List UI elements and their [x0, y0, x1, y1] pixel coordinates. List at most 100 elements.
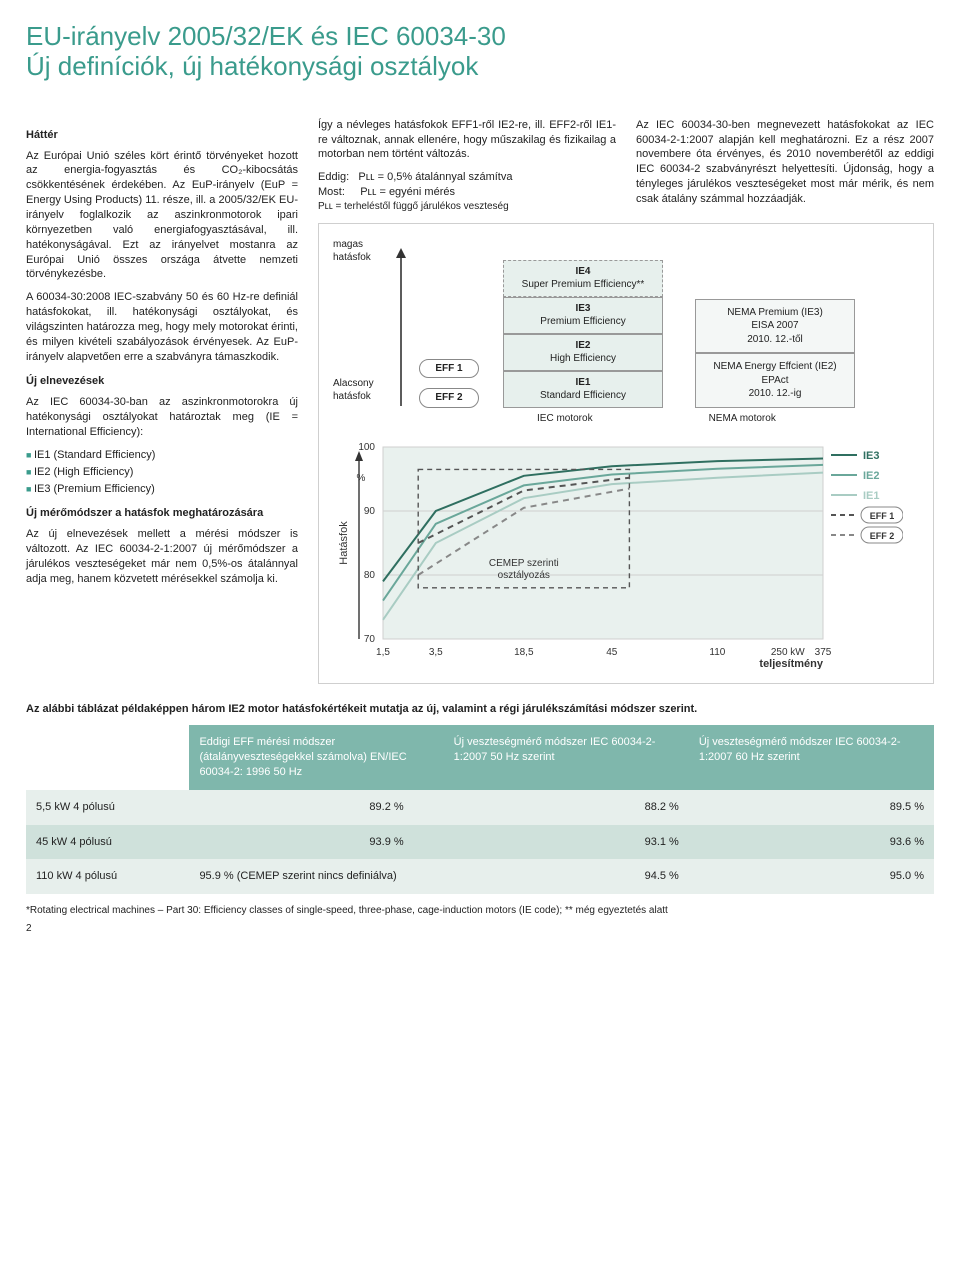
main-columns: Háttér Az Európai Unió széles kört érint… [26, 118, 934, 685]
iec-ie4-cell: IE4 Super Premium Efficiency** [503, 260, 663, 297]
table-row: 45 kW 4 pólusú 93.9 % 93.1 % 93.6 % [26, 825, 934, 860]
cell-r1c2: 89.2 % [189, 790, 443, 825]
table-intro: Az alábbi táblázat példaképpen három IE2… [26, 702, 934, 717]
th-col-3: Új veszteségmérő módszer IEC 60034-2-1:2… [689, 725, 934, 790]
cell-r1c1: 5,5 kW 4 pólusú [26, 790, 189, 825]
list-item-ie2: IE2 (High Efficiency) [26, 465, 298, 480]
para-mid-1: Így a névleges hatásfokok EFF1-ről IE2-r… [318, 118, 616, 163]
table-header-row: Eddigi EFF mérési módszer (átalányveszte… [26, 725, 934, 790]
table-row: 5,5 kW 4 pólusú 89.2 % 88.2 % 89.5 % [26, 790, 934, 825]
heading-hatter: Háttér [26, 128, 298, 143]
list-item-ie1: IE1 (Standard Efficiency) [26, 448, 298, 463]
ie2-sub: High Efficiency [550, 353, 616, 364]
svg-text:250 kW: 250 kW [771, 647, 805, 658]
arrow-up-icon [393, 244, 409, 408]
diagram-top-row: magas hatásfok Alacsony hatásfok EFF 1 E… [333, 238, 919, 408]
svg-text:90: 90 [364, 506, 376, 517]
th-empty [26, 725, 189, 790]
efficiency-diagram: magas hatásfok Alacsony hatásfok EFF 1 E… [318, 223, 934, 685]
diagram-axis-labels: IEC motorok NEMA motorok [333, 412, 919, 426]
cell-r3c3: 94.5 % [444, 859, 689, 894]
far-right-column: Az IEC 60034-30-ben megnevezett hatásfok… [636, 118, 934, 215]
svg-text:CEMEP szerinti: CEMEP szerinti [489, 558, 559, 569]
svg-text:IE3: IE3 [863, 450, 880, 462]
cell-r3c1: 110 kW 4 pólusú [26, 859, 189, 894]
svg-text:18,5: 18,5 [514, 647, 534, 658]
eff1-badge: EFF 1 [419, 359, 479, 379]
page-number: 2 [26, 922, 934, 936]
eff2-badge: EFF 2 [419, 388, 479, 408]
para-left-1: Az Európai Unió széles kört érintő törvé… [26, 149, 298, 283]
svg-text:IE1: IE1 [863, 490, 880, 502]
ie4-sub: Super Premium Efficiency** [522, 279, 645, 290]
heading-uj-meromodszer: Új mérőmódszer a hatásfok meghatározásár… [26, 506, 298, 521]
title-line-1: EU-irányelv 2005/32/EK és IEC 60034-30 [26, 21, 506, 51]
pll-block: Eddig: Pʟʟ = 0,5% átalánnyal számítva Mo… [318, 170, 616, 213]
nema1-sub: EISA 2007 [751, 320, 798, 331]
pll-def: Pʟʟ = terheléstől függő járulékos veszte… [318, 200, 616, 214]
efficiency-chart: 100908070Hatásfok%1,53,518,545110250 kW3… [333, 439, 919, 669]
nema2-date: 2010. 12.-ig [749, 388, 802, 399]
cell-r2c3: 93.1 % [444, 825, 689, 860]
cell-r1c3: 88.2 % [444, 790, 689, 825]
para-left-4: Az új elnevezések mellett a mérési módsz… [26, 527, 298, 586]
ie3-sub: Premium Efficiency [540, 316, 625, 327]
cell-r2c4: 93.6 % [689, 825, 934, 860]
axis-nema-label: NEMA motorok [709, 412, 776, 426]
cell-r2c2: 93.9 % [189, 825, 443, 860]
ie4-title: IE4 [575, 266, 590, 277]
svg-text:teljesítmény: teljesítmény [759, 658, 823, 669]
svg-text:1,5: 1,5 [376, 647, 390, 658]
title-line-2: Új definíciók, új hatékonysági osztályok [26, 51, 478, 81]
most-label: Most: [318, 186, 345, 198]
axis-iec-label: IEC motorok [537, 412, 593, 426]
nema-premium-cell: NEMA Premium (IE3) EISA 2007 2010. 12.-t… [695, 299, 855, 354]
cell-r3c2: 95.9 % (CEMEP szerint nincs definiálva) [189, 859, 443, 894]
ie2-title: IE2 [575, 340, 590, 351]
nema1-date: 2010. 12.-től [747, 334, 803, 345]
nema1-title: NEMA Premium (IE3) [727, 307, 823, 318]
left-column: Háttér Az Európai Unió széles kört érint… [26, 118, 298, 685]
svg-text:IE2: IE2 [863, 470, 880, 482]
ie1-title: IE1 [575, 377, 590, 388]
svg-text:375: 375 [815, 647, 832, 658]
nema-stack: NEMA Premium (IE3) EISA 2007 2010. 12.-t… [695, 261, 855, 408]
chart-svg: 100908070Hatásfok%1,53,518,545110250 kW3… [333, 439, 903, 669]
eddig-value: Pʟʟ = 0,5% átalánnyal számítva [358, 171, 512, 183]
list-item-ie3: IE3 (Premium Efficiency) [26, 482, 298, 497]
most-value: Pʟʟ = egyéni mérés [360, 186, 455, 198]
y-low-label: Alacsony hatásfok [333, 377, 387, 404]
svg-text:70: 70 [364, 634, 376, 645]
diagram-y-labels: magas hatásfok Alacsony hatásfok [333, 238, 387, 408]
nema-energy-cell: NEMA Energy Effcient (IE2) EPAct 2010. 1… [695, 353, 855, 408]
page-title: EU-irányelv 2005/32/EK és IEC 60034-30 Ú… [26, 22, 934, 82]
y-high-label: magas hatásfok [333, 238, 387, 265]
right-column: Így a névleges hatásfokok EFF1-ről IE2-r… [318, 118, 934, 685]
eddig-label: Eddig: [318, 171, 349, 183]
svg-text:80: 80 [364, 570, 376, 581]
middle-column: Így a névleges hatásfokok EFF1-ről IE2-r… [318, 118, 616, 215]
cell-r3c4: 95.0 % [689, 859, 934, 894]
nema2-title: NEMA Energy Effcient (IE2) EPAct [713, 361, 836, 386]
th-col-2: Új veszteségmérő módszer IEC 60034-2-1:2… [444, 725, 689, 790]
eff-badges: EFF 1 EFF 2 [419, 238, 479, 408]
iec-ie2-cell: IE2 High Efficiency [503, 334, 663, 371]
para-right-1: Az IEC 60034-30-ben megnevezett hatásfok… [636, 118, 934, 207]
right-top-row: Így a névleges hatásfokok EFF1-ről IE2-r… [318, 118, 934, 215]
svg-text:%: % [357, 473, 366, 484]
svg-text:110: 110 [709, 647, 725, 658]
th-col-1: Eddigi EFF mérési módszer (átalányveszte… [189, 725, 443, 790]
svg-text:100: 100 [358, 442, 375, 453]
svg-text:45: 45 [606, 647, 618, 658]
para-left-2: A 60034-30:2008 IEC-szabvány 50 és 60 Hz… [26, 290, 298, 364]
ie3-title: IE3 [575, 303, 590, 314]
para-left-3: Az IEC 60034-30-ban az aszinkronmotorokr… [26, 395, 298, 440]
ie1-sub: Standard Efficiency [540, 390, 626, 401]
svg-text:osztályozás: osztályozás [498, 570, 550, 581]
iec-ie3-cell: IE3 Premium Efficiency [503, 297, 663, 334]
table-row: 110 kW 4 pólusú 95.9 % (CEMEP szerint ni… [26, 859, 934, 894]
ie-list: IE1 (Standard Efficiency) IE2 (High Effi… [26, 448, 298, 497]
iec-ie1-cell: IE1 Standard Efficiency [503, 371, 663, 408]
svg-text:EFF 1: EFF 1 [870, 511, 895, 521]
cell-r1c4: 89.5 % [689, 790, 934, 825]
